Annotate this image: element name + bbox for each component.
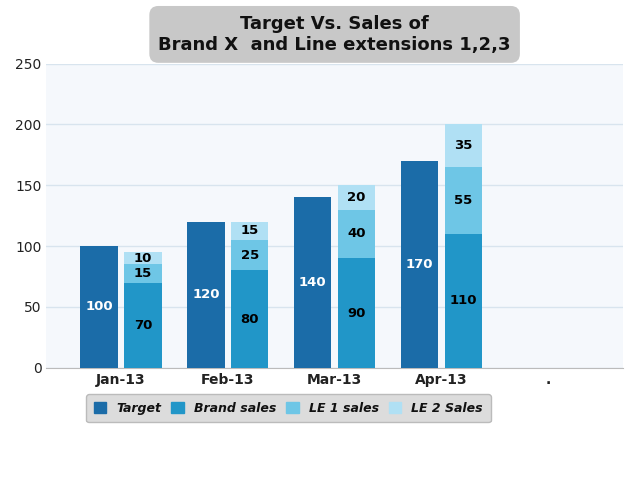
Text: 170: 170 bbox=[406, 258, 433, 271]
Bar bbox=[445, 125, 482, 167]
Text: 15: 15 bbox=[241, 225, 259, 238]
Text: 90: 90 bbox=[347, 307, 366, 319]
Bar bbox=[401, 161, 438, 368]
Text: 100: 100 bbox=[85, 300, 113, 313]
Bar bbox=[231, 240, 269, 271]
Text: 35: 35 bbox=[454, 139, 473, 152]
Bar bbox=[231, 222, 269, 240]
Bar bbox=[445, 167, 482, 234]
Bar bbox=[124, 283, 161, 368]
Bar bbox=[124, 252, 161, 264]
Bar bbox=[294, 197, 331, 368]
Text: 70: 70 bbox=[134, 319, 152, 331]
Bar bbox=[338, 210, 375, 258]
Text: 80: 80 bbox=[241, 313, 259, 326]
Text: 140: 140 bbox=[299, 276, 327, 289]
Text: 110: 110 bbox=[450, 295, 477, 308]
Legend: Target, Brand sales, LE 1 sales, LE 2 Sales: Target, Brand sales, LE 1 sales, LE 2 Sa… bbox=[86, 394, 491, 422]
Text: 10: 10 bbox=[134, 252, 152, 265]
Text: 40: 40 bbox=[347, 228, 366, 240]
Text: 120: 120 bbox=[192, 288, 219, 301]
Text: 15: 15 bbox=[134, 267, 152, 280]
Bar bbox=[338, 185, 375, 210]
Text: 55: 55 bbox=[454, 194, 473, 207]
Text: 20: 20 bbox=[347, 191, 366, 204]
Bar bbox=[231, 271, 269, 368]
Bar bbox=[124, 264, 161, 283]
Title: Target Vs. Sales of
Brand X  and Line extensions 1,2,3: Target Vs. Sales of Brand X and Line ext… bbox=[158, 15, 511, 54]
Bar bbox=[338, 258, 375, 368]
Text: 25: 25 bbox=[241, 249, 259, 262]
Bar bbox=[187, 222, 225, 368]
Bar bbox=[80, 246, 118, 368]
Bar bbox=[445, 234, 482, 368]
